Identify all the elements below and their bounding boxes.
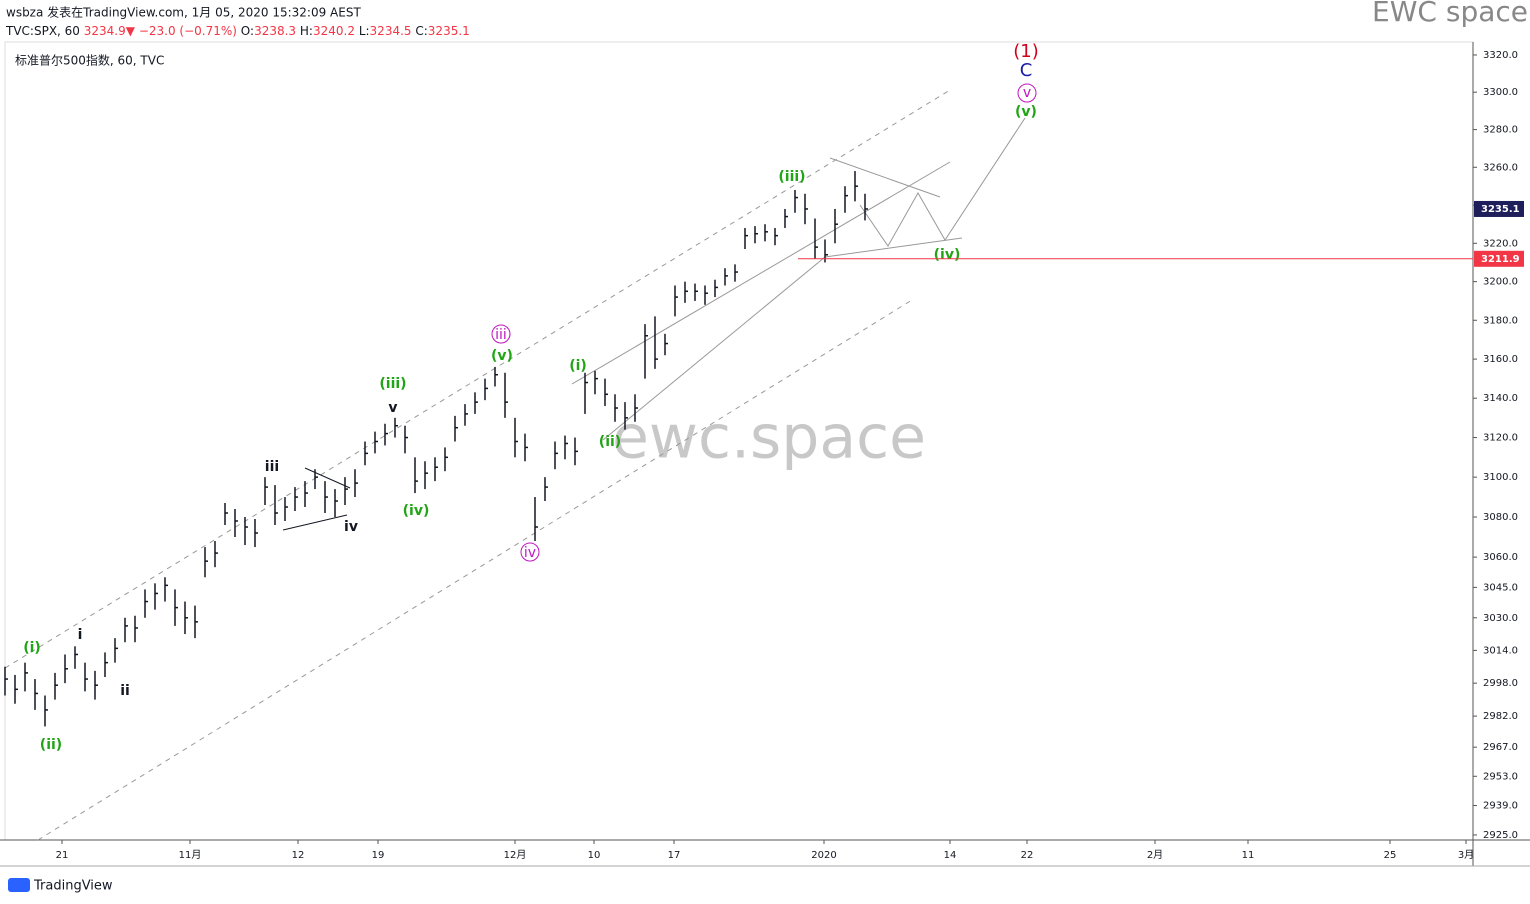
x-tick-label: 11 [1242,850,1255,861]
wave-label: (iv) [934,247,961,263]
wave-label: C [1020,60,1033,81]
x-tick-label: 3月 [1458,849,1474,861]
wave-label: (ii) [599,434,621,450]
wave-label: ii [120,683,130,699]
publisher: wsbza 发表在TradingView.com, 1月 05, 2020 15… [6,5,361,20]
quote: TVC:SPX, 60 3234.9▼ −23.0 (−0.71%) O:323… [5,24,470,38]
y-tick-label: 3320.0 [1483,50,1518,61]
wave-label: (i) [23,640,41,656]
c-label: C: [415,24,427,38]
wave-label: i [78,627,83,643]
y-tick-label: 3160.0 [1483,354,1518,365]
y-tick-label: 3140.0 [1483,393,1518,404]
x-tick-label: 19 [372,850,385,861]
y-tick-label: 3030.0 [1483,613,1518,624]
wave-label: v [1023,85,1031,101]
wave-label: (1) [1013,41,1039,62]
y-tick-label: 3260.0 [1483,162,1518,173]
y-tick-label: 3300.0 [1483,87,1518,98]
wave-label: iii [265,459,279,475]
open: 3238.3 [254,24,296,38]
y-tick-label: 3220.0 [1483,238,1518,249]
x-tick-label: 14 [944,850,957,861]
symbol: TVC:SPX, 60 [5,24,80,38]
level-label: 3211.9 [1481,254,1520,265]
y-tick-label: 3045.0 [1483,582,1518,593]
y-tick-label: 3200.0 [1483,277,1518,288]
plot-area [4,41,1474,841]
wave-label: (v) [1015,104,1037,120]
legend: 标准普尔500指数, 60, TVC [15,53,164,68]
logo [8,878,30,892]
drawings [4,83,1037,841]
y-tick-label: 2998.0 [1483,678,1518,689]
x-tick-label: 21 [56,850,69,861]
x-tick-label: 2020 [811,850,836,861]
level-tag [1474,250,1524,267]
header-bg [0,0,1530,40]
y-tick-label: 2967.0 [1483,742,1518,753]
high: 3240.2 [313,24,355,38]
wave-label: (iv) [403,503,430,519]
axes: 2925.0 2939.0 2953.0 2967.0 2982.0 2998.0 3014… [56,50,1524,861]
wave-label: v [388,400,397,416]
x-tick-label: 12月 [504,849,527,861]
footer-brand: TradingView [33,879,113,894]
last-price-label: 3235.1 [1481,204,1520,215]
x-tick-label: 2月 [1147,849,1163,861]
y-tick-label: 2953.0 [1483,771,1518,782]
wave-label: iii [495,327,507,343]
wave-label: (v) [491,348,513,364]
wave-label: iv [344,519,358,535]
wave-label: iv [524,545,536,561]
y-tick-label: 2925.0 [1483,830,1518,841]
last-price-tag [1474,200,1524,217]
y-tick-label: 3280.0 [1483,125,1518,136]
wave-label: (ii) [40,737,62,753]
x-tick-label: 17 [668,850,681,861]
arrow: ▼ [126,24,136,38]
x-tick-label: 22 [1021,850,1034,861]
y-tick-label: 3100.0 [1483,472,1518,483]
x-tick-label: 25 [1384,850,1397,861]
y-tick-label: 3120.0 [1483,433,1518,444]
last: 3234.9 [84,24,126,38]
x-tick-label: 10 [588,850,601,861]
x-tick-label: 12 [292,850,305,861]
y-tick-label: 3060.0 [1483,552,1518,563]
y-tick-label: 3080.0 [1483,512,1518,523]
y-tick-label: 3014.0 [1483,645,1518,656]
change: −23.0 (−0.71%) [139,24,237,38]
y-tick-label: 3180.0 [1483,315,1518,326]
watermark: ewc.space [612,403,926,473]
l-label: L: [359,24,370,38]
close: 3235.1 [428,24,470,38]
y-tick-label: 2939.0 [1483,801,1518,812]
y-tick-label: 2982.0 [1483,711,1518,722]
bars [4,171,868,727]
o-label: O: [241,24,254,38]
h-label: H: [300,24,313,38]
brand: EWC space [1372,0,1528,28]
wave-label: (iii) [778,169,805,185]
wave-label: (iii) [379,376,406,392]
low: 3234.5 [370,24,412,38]
wave-label: (i) [569,358,587,374]
x-tick-label: 11月 [179,849,202,861]
